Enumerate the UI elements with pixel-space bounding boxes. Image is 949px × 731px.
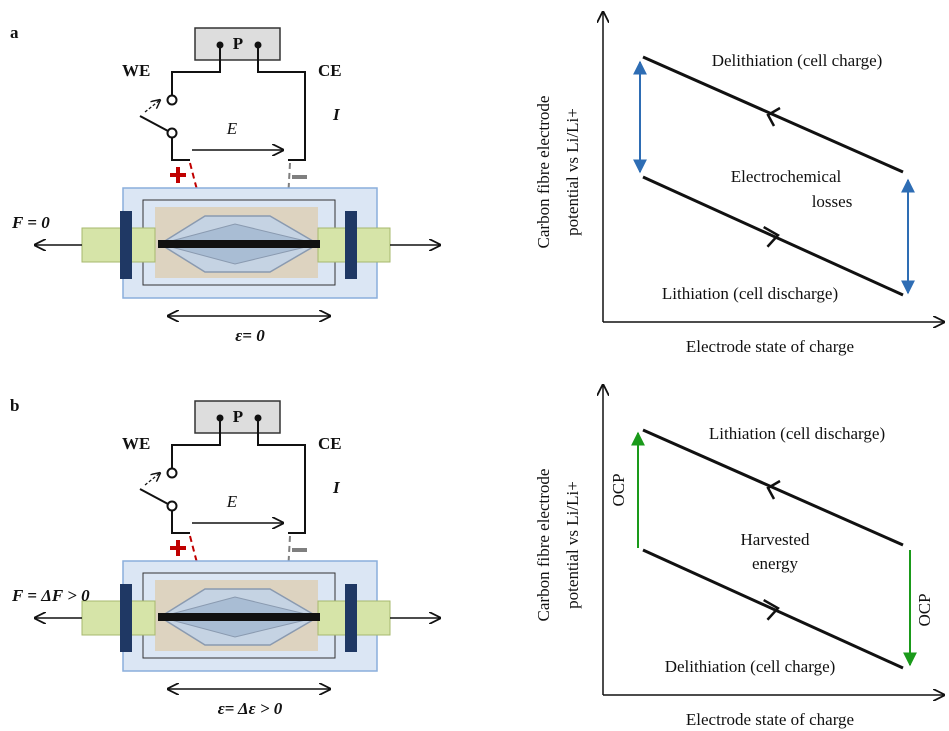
potentiostat-label: P — [233, 407, 243, 426]
wire — [171, 137, 190, 161]
strain-label: ε= 0 — [235, 326, 265, 345]
field-label: E — [226, 492, 238, 511]
wire — [171, 510, 190, 534]
switch-contact — [166, 94, 178, 106]
lower-branch — [642, 175, 904, 297]
wire — [257, 45, 306, 161]
switch-lever — [139, 488, 169, 505]
carbon-fibre — [158, 240, 320, 248]
y-axis-label: potential vs Li/Li+ — [563, 108, 582, 236]
gap-label: OCP — [915, 593, 934, 626]
current-label: I — [332, 478, 341, 497]
upper-label: Delithiation (cell charge) — [712, 51, 883, 70]
ce-label: CE — [318, 61, 342, 80]
x-axis-label: Electrode state of charge — [686, 710, 854, 729]
y-axis-label: potential vs Li/Li+ — [563, 481, 582, 609]
middle-label: losses — [812, 192, 853, 211]
middle-label: Harvested — [741, 530, 810, 549]
panel-label: b — [10, 396, 19, 415]
x-axis-label: Electrode state of charge — [686, 337, 854, 356]
we-label: WE — [122, 61, 150, 80]
wire — [171, 418, 221, 469]
direction-arrow — [763, 598, 780, 621]
upper-branch — [642, 55, 904, 174]
switch-contact — [166, 500, 178, 512]
potentiostat-label: P — [233, 34, 243, 53]
plate — [120, 584, 132, 652]
clamp — [81, 600, 156, 636]
potentiostat-box — [194, 400, 281, 434]
plate — [120, 211, 132, 279]
upper-branch — [642, 428, 904, 547]
upper-label: Lithiation (cell discharge) — [709, 424, 885, 443]
switch-motion — [144, 100, 160, 113]
panel: a P WE CE E I F = 0 ε= 0 Carbon fibre electrode p… — [10, 12, 944, 356]
switch-motion — [144, 473, 160, 486]
lower-branch — [642, 548, 904, 670]
we-label: WE — [122, 434, 150, 453]
lower-label: Lithiation (cell discharge) — [662, 284, 838, 303]
middle-label: energy — [752, 554, 798, 573]
panel-label: a — [10, 23, 19, 42]
panel: b P WE CE E I F = ΔF > 0 ε= Δε > 0 Carbon fibre … — [10, 385, 944, 729]
strain-label: ε= Δε > 0 — [218, 699, 283, 718]
carbon-fibre — [158, 613, 320, 621]
switch-lever — [139, 115, 169, 132]
clamp — [81, 227, 156, 263]
force-label: F = ΔF > 0 — [11, 586, 90, 605]
switch-contact — [166, 127, 178, 139]
switch-contact — [166, 467, 178, 479]
plus-sign — [170, 540, 186, 556]
lower-label: Delithiation (cell charge) — [665, 657, 836, 676]
y-axis-label: Carbon fibre electrode — [534, 469, 553, 622]
y-axis-label: Carbon fibre electrode — [534, 96, 553, 249]
direction-arrow — [766, 479, 781, 500]
gap-label: OCP — [609, 473, 628, 506]
field-label: E — [226, 119, 238, 138]
middle-label: Electrochemical — [731, 167, 842, 186]
force-label: F = 0 — [11, 213, 50, 232]
potentiostat-box — [194, 27, 281, 61]
direction-arrow — [766, 106, 781, 127]
wire — [257, 418, 306, 534]
plus-sign — [170, 167, 186, 183]
current-label: I — [332, 105, 341, 124]
plate — [345, 211, 357, 279]
ce-label: CE — [318, 434, 342, 453]
plate — [345, 584, 357, 652]
wire — [171, 45, 221, 96]
direction-arrow — [763, 225, 780, 248]
